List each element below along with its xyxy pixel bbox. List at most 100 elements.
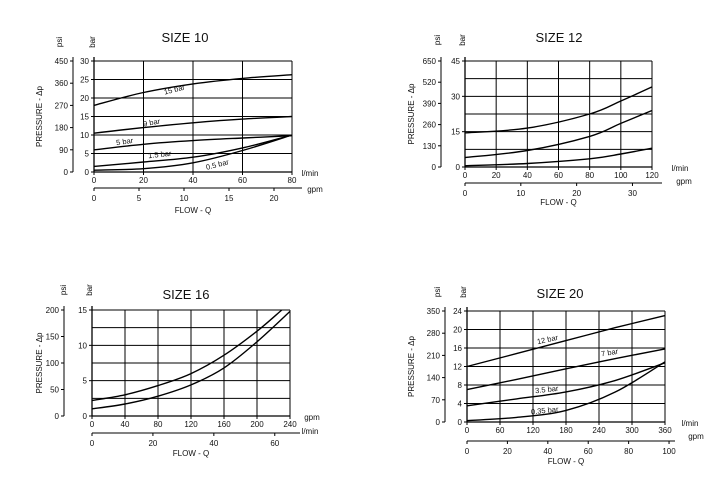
series-line: [93, 115, 293, 134]
y-tick-label-psi: 210: [427, 351, 441, 360]
series-label: 1.5 bar: [148, 149, 173, 160]
x-tick-label-gpm: 20: [572, 189, 581, 198]
y-unit-psi: psi: [433, 287, 442, 297]
y-tick-label-psi: 130: [423, 142, 437, 151]
x-unit-primary: l/min: [302, 169, 319, 178]
series-line: [464, 86, 653, 134]
x-tick-label-gpm: 20: [148, 439, 157, 448]
y-tick-label-bar: 5: [83, 377, 88, 386]
x-tick-label-lmin: 40: [121, 420, 130, 429]
x-tick-label-lmin: 80: [288, 176, 297, 185]
y-tick-label-bar: 24: [453, 307, 462, 316]
y-tick-label-bar: 5: [85, 150, 90, 159]
x-unit-secondary: gpm: [307, 185, 323, 194]
y-tick-label-bar: 15: [78, 306, 87, 315]
y-tick-label-bar: 0: [83, 412, 88, 421]
y-tick-label-bar: 20: [453, 326, 462, 335]
y-tick-label-psi: 140: [427, 374, 441, 383]
y-tick-label-psi: 90: [59, 146, 68, 155]
y-unit-psi: psi: [59, 285, 68, 295]
x-tick-label-lmin: 0: [463, 171, 468, 180]
series-label: 12 bar: [536, 333, 559, 346]
y-tick-label-psi: 0: [55, 412, 60, 421]
y-tick-label-psi: 270: [55, 101, 69, 110]
x-unit-primary: l/min: [672, 164, 689, 173]
chart-title: SIZE 16: [163, 287, 210, 302]
x-unit-secondary: gpm: [688, 432, 704, 441]
x-tick-label-gpm: 0: [463, 189, 468, 198]
x-tick-label-lmin: 60: [496, 426, 505, 435]
y-tick-label-bar: 12: [453, 363, 462, 372]
x-unit-primary: gpm: [304, 413, 320, 422]
y-tick-label-psi: 100: [46, 359, 60, 368]
series-label: 0.35 bar: [531, 405, 560, 417]
x-tick-label-lmin: 120: [645, 171, 659, 180]
y-tick-label-bar: 8: [458, 381, 463, 390]
y-tick-label-psi: 0: [436, 418, 441, 427]
y-axis-title: PRESSURE - Δp: [407, 83, 416, 144]
x-axis-title: FLOW - Q: [175, 206, 211, 215]
y-tick-label-psi: 50: [50, 386, 59, 395]
x-tick-label-lmin: 20: [492, 171, 501, 180]
y-tick-label-bar: 25: [80, 76, 89, 85]
x-axis-title: FLOW - Q: [540, 198, 576, 207]
y-tick-label-psi: 280: [427, 329, 441, 338]
x-tick-label-gpm: 10: [180, 194, 189, 203]
y-unit-bar: bar: [85, 284, 94, 296]
y-tick-label-bar: 15: [80, 113, 89, 122]
x-tick-label-lmin: 0: [90, 420, 95, 429]
series-label: 7 bar: [600, 347, 619, 359]
series-label: 15 bar: [163, 83, 186, 97]
series-line: [93, 134, 293, 168]
x-tick-label-lmin: 240: [283, 420, 297, 429]
x-axis-title: FLOW - Q: [173, 449, 209, 458]
y-unit-psi: psi: [433, 35, 442, 45]
y-tick-label-psi: 260: [423, 121, 437, 130]
x-tick-label-lmin: 0: [92, 176, 97, 185]
y-unit-bar: bar: [458, 34, 467, 46]
y-tick-label-psi: 360: [55, 79, 69, 88]
y-axis-title: PRESSURE - Δp: [407, 335, 416, 396]
y-tick-label-psi: 0: [64, 168, 69, 177]
y-axis-title: PRESSURE - Δp: [35, 332, 44, 393]
y-tick-label-psi: 180: [55, 124, 69, 133]
x-tick-label-lmin: 60: [554, 171, 563, 180]
y-tick-label-psi: 70: [431, 396, 440, 405]
x-tick-label-gpm: 60: [584, 447, 593, 456]
x-tick-label-gpm: 60: [270, 439, 279, 448]
series-line: [464, 109, 653, 159]
x-tick-label-lmin: 160: [217, 420, 231, 429]
x-tick-label-lmin: 40: [523, 171, 532, 180]
y-tick-label-psi: 520: [423, 78, 437, 87]
x-unit-secondary: gpm: [676, 177, 692, 186]
x-tick-label-gpm: 40: [543, 447, 552, 456]
chart-title: SIZE 12: [536, 30, 583, 45]
series-line: [93, 134, 293, 171]
y-tick-label-psi: 150: [46, 333, 60, 342]
x-tick-label-lmin: 200: [250, 420, 264, 429]
y-tick-label-psi: 350: [427, 307, 441, 316]
x-tick-label-lmin: 180: [559, 426, 573, 435]
x-tick-label-lmin: 120: [526, 426, 540, 435]
x-tick-label-gpm: 40: [209, 439, 218, 448]
y-tick-label-bar: 20: [80, 94, 89, 103]
x-tick-label-lmin: 40: [189, 176, 198, 185]
y-tick-label-psi: 0: [432, 163, 437, 172]
series-line: [466, 361, 666, 422]
x-tick-label-lmin: 120: [184, 420, 198, 429]
series-label: 9 bar: [142, 117, 161, 129]
x-axis-title: FLOW - Q: [548, 457, 584, 466]
y-tick-label-bar: 0: [456, 163, 461, 172]
chart-panel-1: SIZE 10 30 25 20 15 10 5 0 450 360 270 180 90 0 psi bar…: [35, 30, 323, 215]
y-tick-label-bar: 0: [458, 418, 463, 427]
x-tick-label-lmin: 80: [154, 420, 163, 429]
x-tick-label-gpm: 0: [92, 194, 97, 203]
chart-panel-2: SIZE 12 45 30 15 0 650 520 390 260 130 0 psi bar PRES…: [407, 30, 692, 207]
x-tick-label-gpm: 30: [628, 189, 637, 198]
x-tick-label-gpm: 0: [465, 447, 470, 456]
y-axis-title: PRESSURE - Δp: [35, 85, 44, 146]
x-tick-label-lmin: 60: [238, 176, 247, 185]
y-unit-psi: psi: [55, 37, 64, 47]
